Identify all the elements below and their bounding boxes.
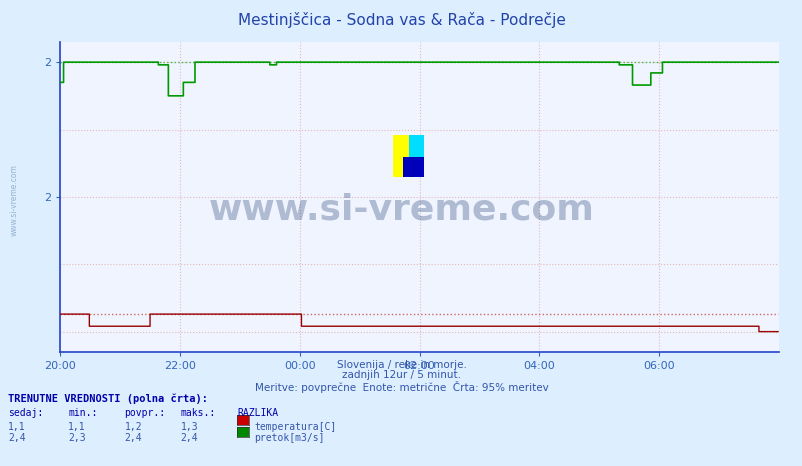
- Text: Slovenija / reke in morje.: Slovenija / reke in morje.: [336, 360, 466, 370]
- Text: maks.:: maks.:: [180, 408, 216, 418]
- Text: 2,3: 2,3: [68, 433, 86, 443]
- Text: zadnjih 12ur / 5 minut.: zadnjih 12ur / 5 minut.: [342, 370, 460, 380]
- Text: 2,4: 2,4: [124, 433, 142, 443]
- Text: Mestinjščica - Sodna vas & Rača - Podrečje: Mestinjščica - Sodna vas & Rača - Podreč…: [237, 12, 565, 27]
- Text: min.:: min.:: [68, 408, 98, 418]
- Text: www.si-vreme.com: www.si-vreme.com: [10, 164, 18, 236]
- Text: 2,4: 2,4: [8, 433, 26, 443]
- Text: temperatura[C]: temperatura[C]: [254, 422, 336, 432]
- Text: www.si-vreme.com: www.si-vreme.com: [209, 193, 593, 226]
- Text: 2,4: 2,4: [180, 433, 198, 443]
- Text: 1,2: 1,2: [124, 422, 142, 432]
- Text: 1,1: 1,1: [68, 422, 86, 432]
- Text: RAZLIKA: RAZLIKA: [237, 408, 277, 418]
- Text: pretok[m3/s]: pretok[m3/s]: [254, 433, 325, 443]
- Text: povpr.:: povpr.:: [124, 408, 165, 418]
- Text: 1,3: 1,3: [180, 422, 198, 432]
- Text: sedaj:: sedaj:: [8, 408, 43, 418]
- Text: TRENUTNE VREDNOSTI (polna črta):: TRENUTNE VREDNOSTI (polna črta):: [8, 394, 208, 404]
- Text: 1,1: 1,1: [8, 422, 26, 432]
- Text: Meritve: povprečne  Enote: metrične  Črta: 95% meritev: Meritve: povprečne Enote: metrične Črta:…: [254, 381, 548, 393]
